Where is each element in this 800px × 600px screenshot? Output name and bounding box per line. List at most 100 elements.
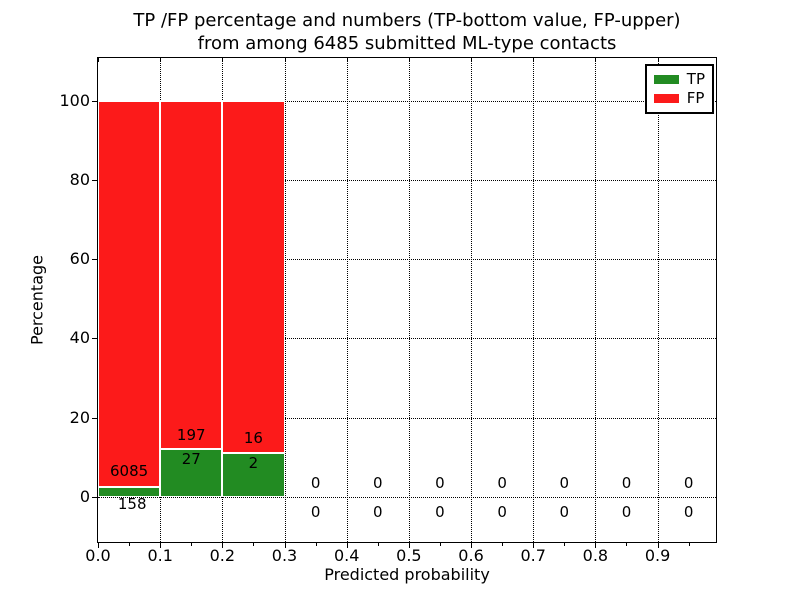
- count-annotation: 0: [683, 502, 694, 521]
- x-major-tick-top: [471, 58, 473, 62]
- x-major-tick-top: [98, 58, 99, 62]
- count-annotation: 0: [559, 474, 570, 493]
- y-major-tick: [92, 100, 97, 102]
- tp-bar-segment: [160, 449, 223, 497]
- horizontal-gridline: [98, 496, 716, 498]
- legend-item-label: TP: [686, 70, 705, 88]
- fp-bar-segment: [160, 100, 223, 450]
- x-tick-label: 0.0: [85, 546, 111, 565]
- legend-swatch: [653, 75, 679, 84]
- y-tick-label: 0: [79, 486, 90, 506]
- y-major-tick: [92, 417, 97, 419]
- x-minor-tick: [377, 543, 379, 546]
- vertical-gridline: [346, 58, 348, 542]
- x-major-tick: [471, 543, 473, 548]
- x-major-tick-top: [222, 58, 224, 62]
- count-annotation: 27: [181, 450, 201, 469]
- y-major-tick: [92, 179, 97, 181]
- plot-area: TP FP 0.0 0.1 0.2 0.3 0.4 0.5 0.6 0.7 0.8 0.9 0 20 40…: [59, 57, 717, 565]
- count-annotation: 2: [248, 454, 259, 473]
- vertical-gridline: [533, 58, 535, 542]
- count-annotation: 0: [621, 502, 632, 521]
- legend-item-label: FP: [686, 89, 705, 107]
- y-major-tick: [92, 259, 97, 261]
- x-major-tick-top: [160, 58, 162, 62]
- x-tick-label: 0.9: [644, 546, 671, 565]
- count-annotation: 197: [176, 426, 206, 445]
- horizontal-gridline: [98, 259, 716, 261]
- x-axis-label: Predicted probability: [324, 565, 490, 584]
- count-annotation: 158: [117, 494, 147, 513]
- x-major-tick-top: [346, 58, 348, 62]
- count-annotation: 0: [372, 474, 383, 493]
- chart-title-line2: from among 6485 submitted ML-type contac…: [197, 33, 617, 54]
- x-minor-tick: [191, 543, 193, 546]
- tp-bar-segment: [98, 486, 161, 497]
- fp-bar-segment: [222, 100, 285, 453]
- horizontal-gridline: [98, 338, 716, 340]
- horizontal-gridline: [98, 100, 716, 102]
- fp-bar-segment: [98, 100, 161, 487]
- y-tick-label: 100: [59, 90, 90, 110]
- legend-swatch: [653, 94, 679, 103]
- x-tick-label: 0.3: [271, 546, 298, 565]
- chart-title: TP /FP percentage and numbers (TP-bottom…: [98, 9, 716, 55]
- x-major-tick: [284, 543, 286, 548]
- y-major-tick: [92, 496, 97, 498]
- y-tick-label: 20: [69, 407, 90, 427]
- count-annotation: 0: [621, 474, 632, 493]
- horizontal-gridline: [98, 179, 716, 181]
- x-minor-tick: [439, 543, 441, 546]
- x-tick-label: 0.6: [458, 546, 484, 565]
- x-major-tick-top: [657, 58, 659, 62]
- x-minor-tick: [626, 543, 628, 546]
- x-major-tick-top: [533, 58, 535, 62]
- x-major-tick: [160, 543, 162, 548]
- x-tick-label: 0.4: [333, 546, 360, 565]
- count-annotation: 0: [435, 502, 445, 521]
- y-tick-label: 40: [69, 328, 90, 348]
- count-annotation: 0: [559, 502, 570, 521]
- x-minor-tick: [688, 543, 690, 546]
- vertical-gridline: [408, 58, 410, 542]
- x-tick-label: 0.2: [209, 546, 236, 565]
- count-annotation: 0: [497, 474, 507, 493]
- tp-bar-segment: [222, 452, 285, 497]
- count-annotation: 16: [243, 429, 263, 448]
- legend-item: FP: [653, 89, 705, 107]
- x-major-tick: [346, 543, 348, 548]
- x-tick-label: 0.5: [396, 546, 422, 565]
- x-minor-tick: [253, 543, 255, 546]
- chart-title-line1: TP /FP percentage and numbers (TP-bottom…: [133, 10, 681, 31]
- vertical-gridline: [657, 58, 659, 542]
- count-annotation: 0: [310, 502, 321, 521]
- count-annotation: 0: [683, 474, 694, 493]
- y-tick-label: 60: [69, 249, 90, 269]
- x-major-tick: [222, 543, 224, 548]
- y-major-tick: [92, 338, 97, 340]
- count-annotation: 0: [372, 502, 383, 521]
- x-major-tick: [595, 543, 597, 548]
- count-annotation: 0: [497, 502, 507, 521]
- x-major-tick-top: [408, 58, 410, 62]
- horizontal-gridline: [98, 417, 716, 419]
- x-tick-label: 0.7: [520, 546, 546, 565]
- x-major-tick-top: [284, 58, 286, 62]
- x-minor-tick: [564, 543, 566, 546]
- x-major-tick: [98, 543, 99, 548]
- count-annotation: 0: [310, 474, 321, 493]
- vertical-gridline: [595, 58, 597, 542]
- x-tick-label: 0.8: [582, 546, 609, 565]
- legend-item: TP: [653, 70, 705, 88]
- vertical-gridline: [284, 58, 286, 542]
- x-tick-label: 0.1: [147, 546, 173, 565]
- x-major-tick-top: [595, 58, 597, 62]
- x-minor-tick: [129, 543, 131, 546]
- vertical-gridline: [471, 58, 473, 542]
- x-major-tick: [408, 543, 410, 548]
- x-minor-tick: [502, 543, 504, 546]
- x-major-tick: [533, 543, 535, 548]
- x-minor-tick: [315, 543, 317, 546]
- y-tick-label: 80: [69, 169, 90, 189]
